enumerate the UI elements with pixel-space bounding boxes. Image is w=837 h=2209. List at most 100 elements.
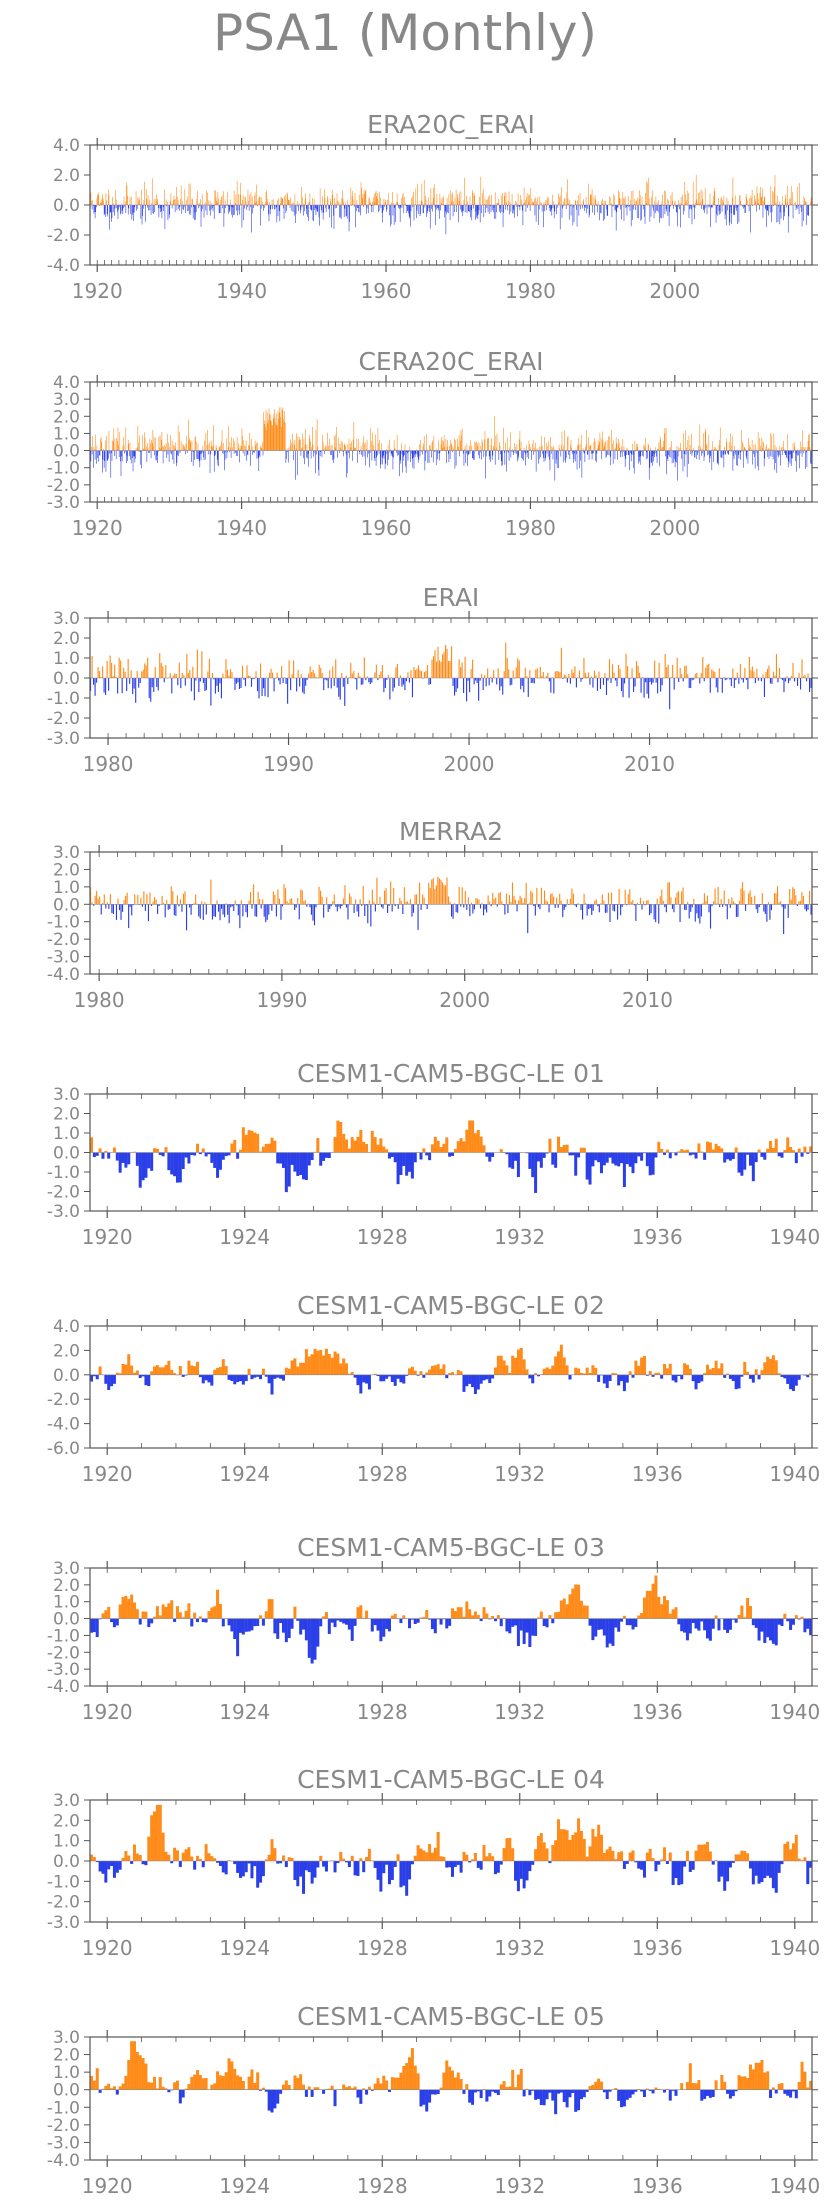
bar [653, 451, 654, 457]
bar [385, 202, 386, 205]
bar [618, 665, 619, 678]
bar [602, 199, 603, 205]
bar [625, 451, 626, 467]
bar [183, 445, 184, 450]
bar [406, 205, 407, 213]
bar [436, 451, 437, 465]
bar [174, 199, 175, 205]
bar [660, 1149, 663, 1153]
bar [132, 678, 133, 694]
bar [243, 440, 244, 451]
bar [603, 1619, 606, 1636]
bar [464, 451, 465, 466]
bar [500, 1619, 503, 1627]
bar [467, 444, 468, 451]
bar [190, 1365, 193, 1374]
bar [100, 203, 101, 205]
bar [510, 432, 511, 450]
bar [738, 451, 739, 455]
bar [451, 904, 452, 916]
bar [247, 451, 248, 455]
bar [557, 1351, 560, 1374]
bar [655, 205, 656, 213]
bar [719, 205, 720, 215]
bar [397, 202, 398, 205]
bar [565, 198, 566, 205]
bar [532, 892, 533, 904]
y-tick-label: 3.0 [53, 1085, 80, 1105]
bar [400, 451, 401, 464]
bar [532, 444, 533, 451]
bar [596, 451, 597, 463]
bar [404, 197, 405, 205]
bar [459, 201, 460, 205]
bar [425, 196, 426, 205]
bar [798, 205, 799, 209]
bar [419, 1153, 422, 1160]
bar [402, 904, 403, 914]
bar [515, 447, 516, 451]
bar [708, 451, 709, 455]
bar [453, 904, 454, 918]
bar [620, 904, 621, 915]
bar [403, 205, 404, 213]
bar [703, 433, 704, 450]
bar [623, 1375, 626, 1391]
bar [603, 448, 604, 451]
bar [248, 451, 249, 455]
bar [434, 1137, 437, 1153]
bar [107, 451, 108, 462]
bar [369, 198, 370, 205]
bar [308, 202, 309, 205]
bar [473, 451, 474, 459]
bar [467, 205, 468, 213]
bar [512, 205, 513, 213]
bar [769, 1141, 772, 1153]
bar [680, 443, 681, 451]
bar [751, 196, 752, 205]
y-tick-label: 0.0 [53, 1144, 80, 1164]
bar [780, 451, 781, 466]
bar [340, 448, 341, 451]
bar [536, 205, 537, 222]
bar [750, 205, 751, 232]
bar [475, 678, 476, 681]
bar [465, 1602, 468, 1619]
bar [158, 205, 159, 208]
bar [354, 199, 355, 205]
bar [606, 1153, 609, 1163]
bar [99, 451, 100, 456]
bar [508, 1153, 511, 1168]
bar [316, 1351, 319, 1375]
bar [633, 205, 634, 209]
bar [617, 904, 618, 919]
bar [192, 667, 193, 678]
bar [463, 904, 464, 907]
bar [457, 1141, 460, 1152]
bar [269, 202, 270, 205]
bar [707, 205, 708, 214]
bar [280, 678, 281, 684]
bar [143, 205, 144, 209]
bar [613, 451, 614, 464]
bar [115, 439, 116, 451]
bar [487, 205, 488, 208]
x-tick-label: 1940 [769, 1225, 820, 1249]
bar [723, 1375, 726, 1378]
bar [560, 205, 561, 229]
bar [687, 191, 688, 205]
bar [762, 448, 763, 451]
bar [652, 1153, 655, 1175]
bar [544, 891, 545, 905]
bar [607, 451, 608, 455]
bar [534, 1153, 537, 1193]
bar [255, 441, 256, 451]
bar [249, 205, 250, 211]
bar [430, 888, 431, 904]
bar [762, 893, 763, 904]
bar [103, 451, 104, 460]
bar [521, 451, 522, 458]
bar [742, 442, 743, 451]
bar [412, 451, 413, 459]
bar [632, 191, 633, 205]
